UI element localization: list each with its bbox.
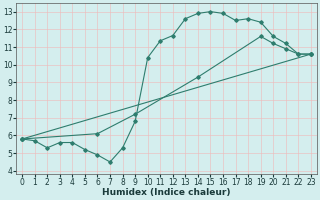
X-axis label: Humidex (Indice chaleur): Humidex (Indice chaleur): [102, 188, 231, 197]
